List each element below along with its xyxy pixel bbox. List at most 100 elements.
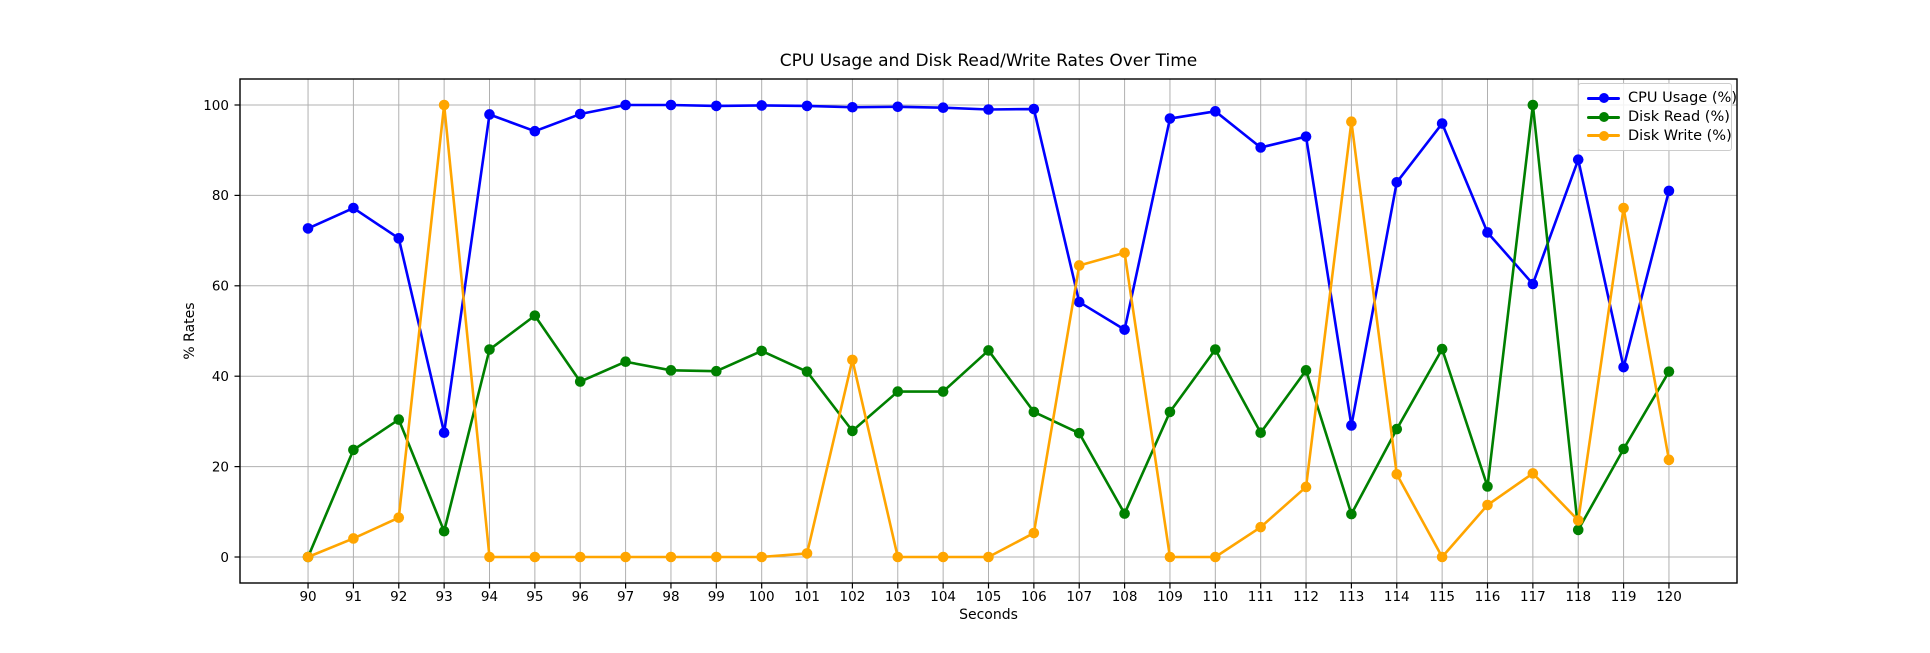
data-point-marker-cpu-usage [801,100,813,112]
data-point-marker-disk-write [1073,260,1085,271]
x-tick-label: 109 [1157,589,1183,605]
x-tick-label: 111 [1248,589,1274,605]
data-point-marker-disk-write [393,512,405,523]
data-point-marker-disk-read [1527,99,1539,111]
x-tick-label: 106 [1021,589,1047,605]
data-point-marker-cpu-usage [1663,185,1675,197]
data-point-marker-cpu-usage [665,99,677,111]
data-point-marker-disk-write [711,551,722,563]
data-point-marker-disk-write [892,551,904,563]
data-point-marker-disk-write [1119,247,1130,259]
y-axis-label: % Rates [182,302,198,360]
data-point-marker-cpu-usage [529,125,541,137]
data-point-marker-disk-read [438,525,450,537]
x-tick-label: 104 [930,589,956,605]
legend-label: CPU Usage (%) [1628,90,1737,107]
legend-item-cpu-usage: CPU Usage (%) [1587,89,1737,108]
x-tick-label: 94 [481,589,498,605]
data-point-marker-cpu-usage [620,99,631,111]
data-point-marker-disk-write [620,551,631,563]
x-axis-label: Seconds [959,607,1018,623]
data-point-marker-disk-read [1210,344,1221,355]
data-point-marker-disk-write [937,551,949,563]
data-point-marker-cpu-usage [1300,131,1312,142]
data-point-marker-cpu-usage [1572,154,1584,165]
x-tick-label: 108 [1112,589,1138,605]
x-tick-label: 97 [617,589,634,605]
data-point-marker-disk-read [1255,427,1266,439]
x-tick-label: 100 [749,589,775,605]
data-point-marker-disk-write [1527,468,1539,479]
data-point-marker-disk-read [1119,508,1130,519]
data-point-marker-disk-read [1391,423,1403,435]
x-tick-label: 115 [1429,589,1455,605]
data-point-marker-disk-read [393,414,405,425]
data-point-marker-disk-read [1028,406,1040,418]
data-point-marker-disk-write [1482,499,1493,511]
data-point-marker-disk-write [348,533,359,544]
x-tick-label: 95 [526,589,543,605]
data-point-marker-cpu-usage [1119,324,1130,335]
data-point-marker-disk-read [1300,365,1312,376]
y-tick-label: 40 [212,369,229,385]
data-point-marker-cpu-usage [1618,361,1629,373]
data-point-marker-cpu-usage [348,202,359,214]
data-point-marker-disk-read [665,365,677,376]
data-point-marker-cpu-usage [892,101,904,113]
data-point-marker-disk-read [529,310,541,321]
data-point-marker-cpu-usage [438,427,450,439]
x-tick-label: 112 [1293,589,1319,605]
x-tick-label: 117 [1520,589,1546,605]
legend-item-disk-read: Disk Read (%) [1587,108,1730,127]
x-tick-label: 101 [794,589,820,605]
legend: CPU Usage (%) Disk Read (%) Disk Write (… [1578,83,1737,151]
data-point-marker-disk-write [1028,527,1040,539]
data-point-marker-cpu-usage [1210,106,1221,117]
x-tick-label: 113 [1339,589,1365,605]
data-point-marker-disk-read [937,386,949,397]
data-point-marker-disk-read [620,356,631,368]
x-tick-label: 93 [436,589,453,605]
data-point-marker-disk-write [302,551,314,563]
legend-label: Disk Write (%) [1628,127,1732,144]
data-point-marker-cpu-usage [484,109,495,120]
data-point-marker-cpu-usage [847,101,858,113]
x-tick-label: 116 [1475,589,1501,605]
data-point-marker-disk-read [1482,481,1493,492]
data-point-marker-disk-read [1618,443,1629,455]
data-point-marker-disk-write [1663,454,1675,466]
data-point-marker-disk-write [1346,116,1357,128]
data-point-marker-disk-write [574,551,586,563]
legend-label: Disk Read (%) [1628,109,1730,125]
x-tick-label: 105 [976,589,1002,605]
x-tick-label: 119 [1611,589,1637,605]
x-tick-label: 110 [1202,589,1228,605]
y-tick-label: 80 [212,188,229,204]
data-point-marker-disk-write [529,551,541,563]
data-point-marker-disk-write [484,551,495,563]
data-point-marker-cpu-usage [711,100,722,112]
data-point-marker-disk-read [801,366,813,377]
data-point-marker-disk-write [1618,202,1629,214]
data-point-marker-cpu-usage [1255,142,1266,153]
data-point-marker-cpu-usage [1164,113,1176,124]
data-point-marker-disk-read [348,444,359,456]
x-tick-label: 114 [1384,589,1410,605]
data-point-marker-cpu-usage [983,104,994,115]
data-point-marker-cpu-usage [1436,118,1448,129]
x-tick-label: 107 [1066,589,1092,605]
data-point-marker-disk-read [1572,524,1584,536]
y-tick-label: 20 [212,459,229,475]
data-point-marker-disk-write [801,548,813,559]
data-point-marker-disk-read [484,344,495,355]
x-tick-label: 98 [662,589,679,605]
data-point-marker-cpu-usage [1073,296,1085,308]
data-point-marker-disk-read [1073,427,1085,439]
data-point-marker-cpu-usage [1391,176,1403,188]
data-point-marker-disk-write [756,551,767,563]
x-tick-label: 96 [572,589,589,605]
data-point-marker-cpu-usage [1028,103,1040,115]
data-point-marker-disk-read [983,345,994,356]
